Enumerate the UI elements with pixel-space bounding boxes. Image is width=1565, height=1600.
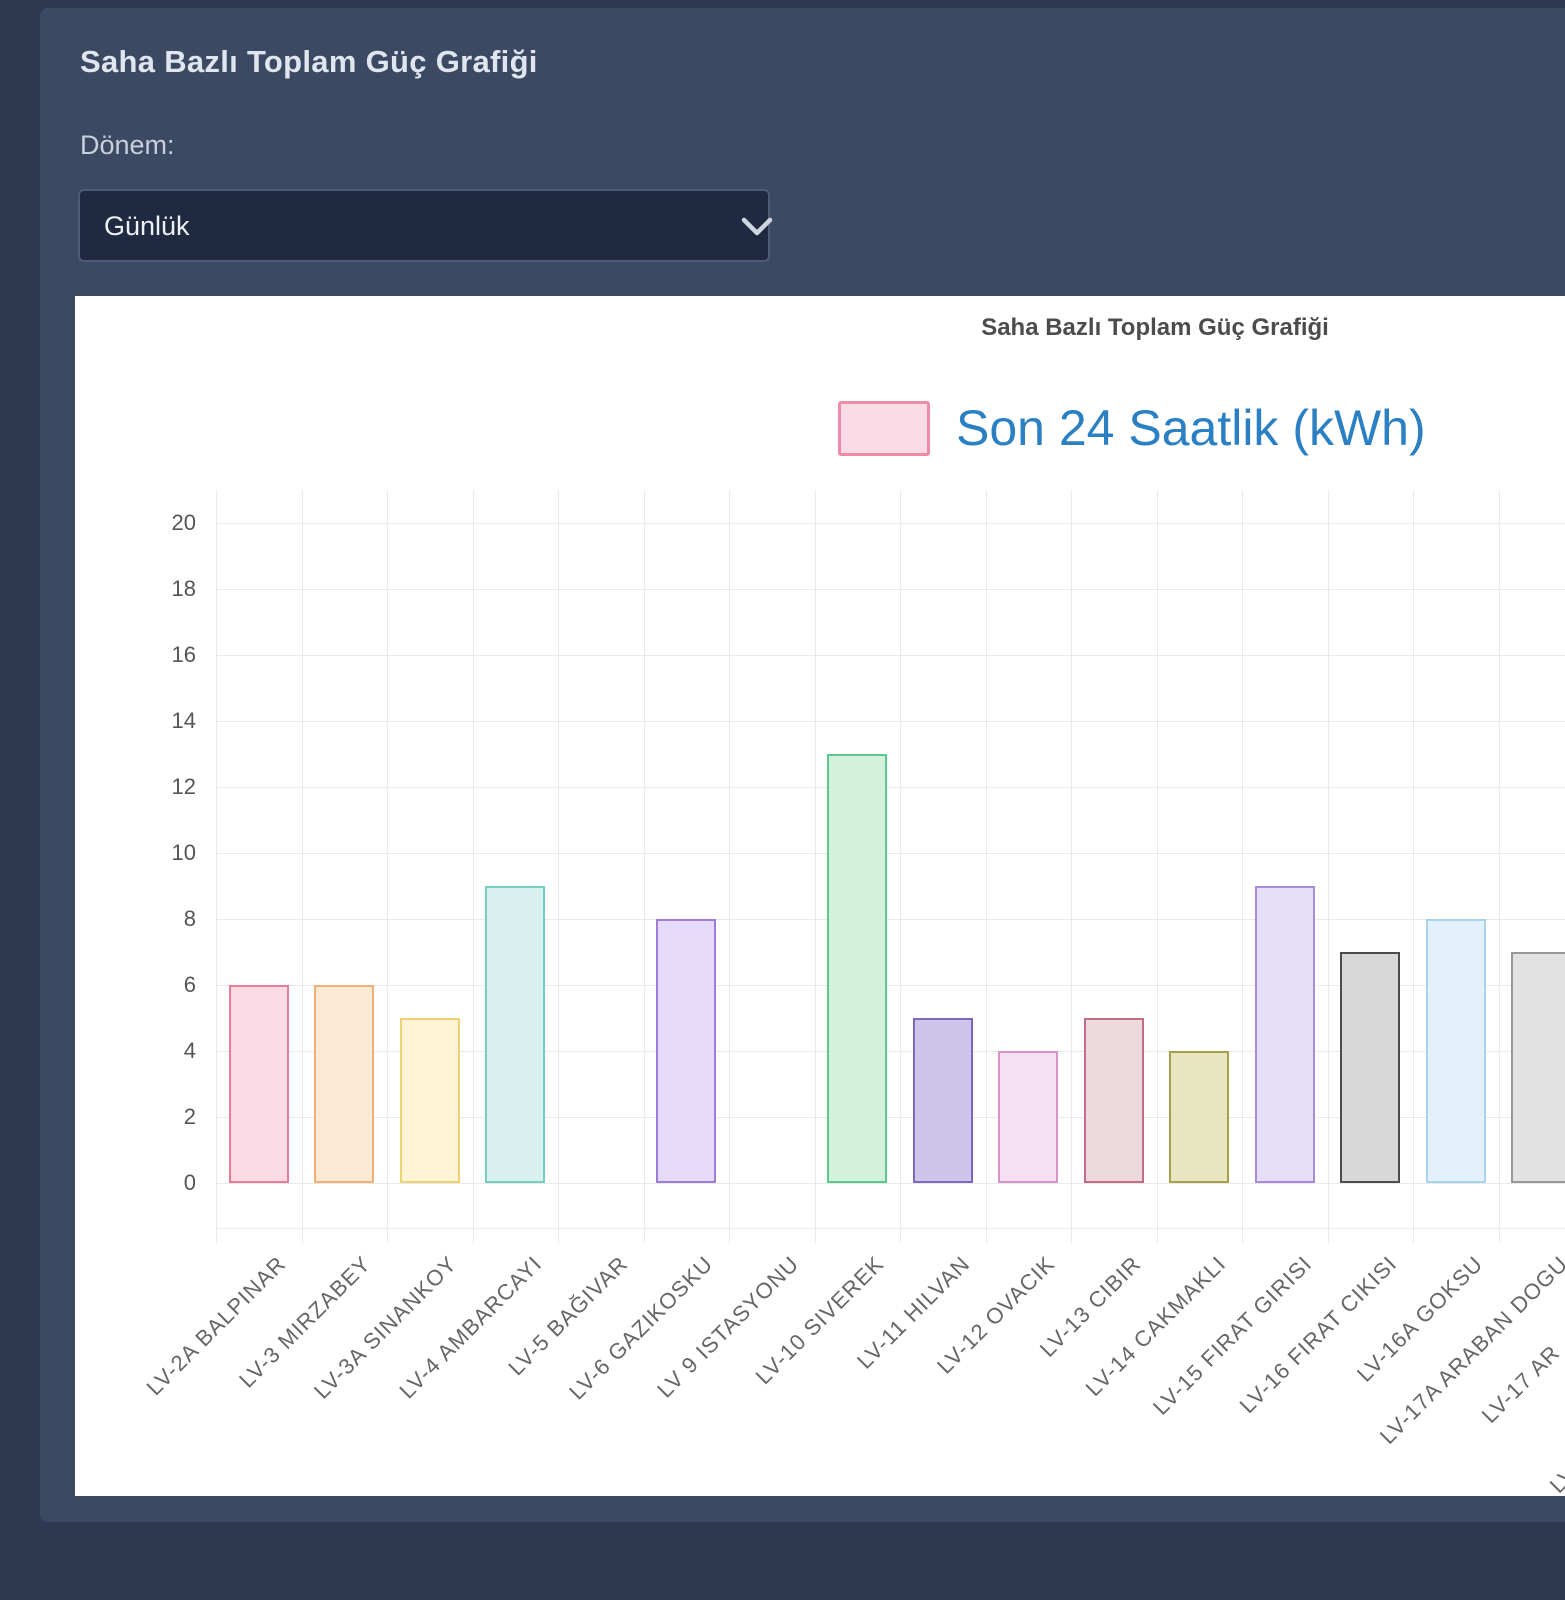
x-axis-category-label: LV-16 FIRAT CIKISI [1234,1251,1402,1419]
y-axis-tick-label: 2 [183,1104,196,1129]
y-axis-tick-label: 8 [183,906,196,931]
x-axis-category-label: LV [1544,1461,1565,1496]
gridline-vertical [814,490,816,1243]
period-label: Dönem: [80,130,175,160]
bar-lv-11-hilvan[interactable] [912,1018,973,1183]
x-axis-category-label: LV-17 AR [1476,1340,1565,1428]
y-axis-tick-label: 16 [171,642,196,667]
x-axis-category-label: LV-2A BALPINAR [141,1251,291,1401]
bar-lv-4-ambarcayi[interactable] [485,886,546,1183]
gridline-vertical [729,490,730,1243]
bar-lv-14-cakmakli[interactable] [1169,1051,1230,1183]
gridline-vertical [1156,490,1158,1243]
y-axis-tick-label: 4 [183,1038,196,1063]
gridline-horizontal [216,985,1565,986]
gridline-vertical [985,490,987,1243]
y-axis-tick-label: 6 [183,972,196,997]
bar-lv-10-siverek[interactable] [827,754,888,1183]
gridline-horizontal [216,721,1565,722]
y-axis-tick-label: 18 [171,576,196,601]
gridline-horizontal [216,1183,1565,1184]
gridline-vertical [387,490,388,1243]
gridline-horizontal [216,655,1565,656]
gridline-vertical [900,490,901,1243]
gridline-horizontal [216,1117,1565,1118]
gridline-vertical [1327,490,1329,1243]
chart-card: Saha Bazlı Toplam Güç Grafiği Dönem: Gün… [40,8,1565,1522]
gridline-vertical [472,490,474,1243]
bar-lv-2a-balpinar[interactable] [228,985,289,1183]
bar-lv-15-firat-girisi[interactable] [1254,886,1315,1183]
bar-lv-17a-araban-dogu[interactable] [1511,952,1565,1183]
x-axis-category-label: LV 9 ISTASYONU [651,1251,804,1403]
gridline-vertical [643,490,645,1243]
bar-lv-3-mirzabey[interactable] [314,985,375,1183]
bar-lv-12-ovacik[interactable] [998,1051,1059,1183]
gridline-vertical [558,490,559,1243]
gridline-horizontal [216,589,1565,590]
gridline-horizontal [216,1051,1565,1052]
chart-legend: Son 24 Saatlik (kWh) [838,398,1426,458]
y-axis-tick-label: 20 [171,510,196,535]
bar-lv-16a-goksu[interactable] [1425,919,1486,1183]
x-axis-category-label: LV-15 FIRAT GIRISI [1147,1251,1317,1420]
y-axis-tick-label: 14 [171,708,196,733]
gridline-horizontal [216,523,1565,524]
chart-panel: Saha Bazlı Toplam Güç Grafiği Son 24 Saa… [75,296,1565,1496]
x-axis-line [216,1228,1565,1229]
gridline-vertical [1071,490,1072,1243]
bar-lv-16-firat-cikisi[interactable] [1340,952,1401,1183]
legend-swatch [838,400,930,456]
chart-title: Saha Bazlı Toplam Güç Grafiği [981,314,1329,341]
bar-lv-3a-sinankoy[interactable] [399,1018,460,1183]
bar-lv-6-gazikosku[interactable] [656,919,717,1183]
y-axis-tick-label: 0 [183,1170,196,1195]
gridline-vertical [301,490,303,1243]
gridline-horizontal [216,787,1565,788]
y-axis-tick-label: 12 [171,774,196,799]
bar-lv-13-cibir[interactable] [1083,1018,1144,1183]
legend-label: Son 24 Saatlik (kWh) [956,400,1426,456]
gridline-horizontal [216,919,1565,920]
x-axis-category-label: LV-6 GAZIKOSKU [564,1251,718,1405]
period-select[interactable]: Günlük [78,189,770,262]
gridline-vertical [216,490,217,1243]
bar-chart[interactable]: 0 2 4 6 8 10 12 14 16 18 20 LV-2A BALPINAR LV-3 MIRZ… [75,296,1565,1496]
gridline-vertical [1498,490,1500,1243]
card-title: Saha Bazlı Toplam Güç Grafiği [80,44,538,79]
x-axis-category-label: LV-4 AMBARCAYI [394,1251,547,1404]
x-axis-category-label: LV-3A SINANKOY [308,1251,462,1404]
gridline-horizontal [216,853,1565,854]
gridline-vertical [1413,490,1414,1243]
y-axis-tick-label: 10 [171,840,196,865]
gridline-vertical [1242,490,1243,1243]
